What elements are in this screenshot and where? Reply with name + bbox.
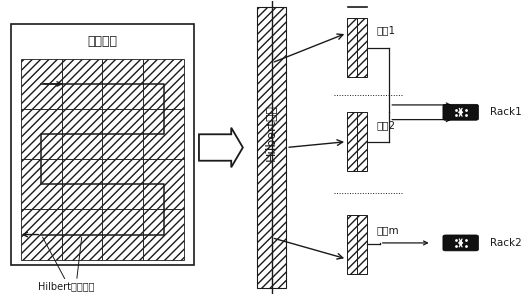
Text: 节点2: 节点2 [376, 120, 395, 130]
Bar [257, 6, 286, 289]
FancyBboxPatch shape [443, 104, 478, 120]
Bar [102, 59, 143, 109]
Bar [102, 159, 143, 209]
FancyArrow shape [199, 128, 243, 167]
Bar [347, 215, 367, 274]
Bar [62, 109, 102, 159]
Bar [21, 159, 62, 209]
Text: Rack2: Rack2 [490, 238, 521, 248]
Text: Hilbert排序: Hilbert排序 [265, 104, 278, 161]
Text: 节点1: 节点1 [376, 25, 395, 35]
Bar [347, 112, 367, 171]
Bar [21, 59, 62, 109]
Bar [21, 109, 62, 159]
Bar [62, 59, 102, 109]
Text: 影像分块: 影像分块 [88, 35, 117, 48]
Bar [21, 209, 62, 260]
Bar [347, 18, 367, 77]
Bar [102, 209, 143, 260]
FancyBboxPatch shape [443, 235, 478, 251]
Bar [143, 109, 184, 159]
Text: 节点m: 节点m [376, 225, 399, 235]
Text: Rack1: Rack1 [490, 107, 521, 117]
Bar [143, 59, 184, 109]
Bar [11, 24, 194, 265]
Text: Hilbert填充曲线: Hilbert填充曲线 [38, 281, 94, 291]
Bar [62, 159, 102, 209]
Bar [143, 159, 184, 209]
Bar [102, 109, 143, 159]
Bar [62, 209, 102, 260]
Bar [143, 209, 184, 260]
